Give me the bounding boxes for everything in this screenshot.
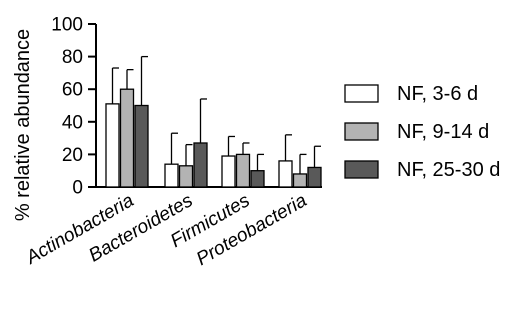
bar <box>221 155 236 188</box>
bar <box>307 166 322 188</box>
legend-swatch <box>344 122 379 141</box>
bar <box>105 103 120 188</box>
legend-swatch <box>344 160 379 179</box>
y-tick-label: 60 <box>62 80 83 101</box>
y-tick-label: 100 <box>51 15 83 36</box>
y-ticks: 0 20 40 60 80 100 <box>51 15 96 199</box>
category-labels: ActinobacteriaBacteroidetesFirmicutesPro… <box>22 190 311 270</box>
y-tick-label: 40 <box>62 112 83 133</box>
y-tick-label: 80 <box>62 47 83 68</box>
bar <box>164 163 179 188</box>
bar <box>119 88 135 188</box>
bar <box>134 104 149 188</box>
bar <box>292 173 308 188</box>
legend-swatch <box>344 84 379 103</box>
legend-label: NF, 9-14 d <box>397 121 489 143</box>
legend: NF, 3-6 d NF, 9-14 d NF, 25-30 d <box>344 83 500 181</box>
y-tick-label: 20 <box>62 145 83 166</box>
bar <box>178 165 194 188</box>
bar <box>278 160 293 188</box>
bar <box>193 142 208 188</box>
legend-label: NF, 25-30 d <box>397 159 500 181</box>
y-axis-label: % relative abundance <box>12 29 34 221</box>
y-tick-label: 0 <box>72 178 83 199</box>
bar <box>250 170 265 188</box>
bars <box>105 88 322 188</box>
bar <box>235 153 251 188</box>
legend-label: NF, 3-6 d <box>397 83 478 105</box>
error-bars <box>111 55 321 174</box>
